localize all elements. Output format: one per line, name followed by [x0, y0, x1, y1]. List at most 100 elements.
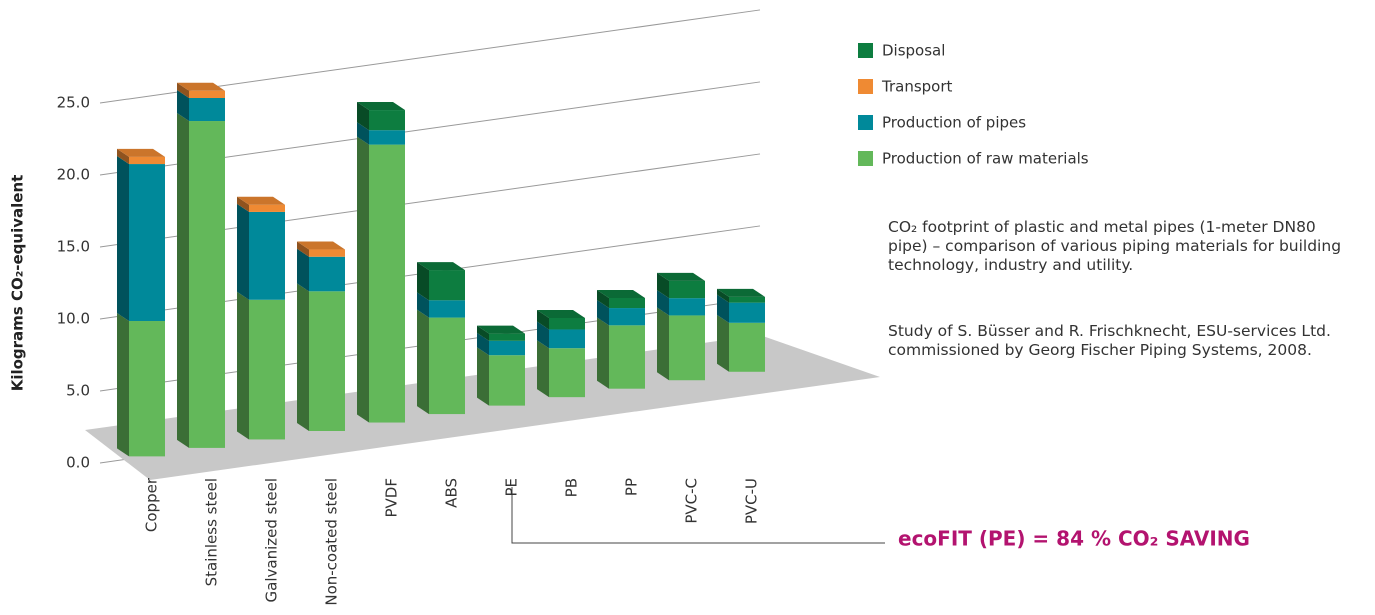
bar-side [597, 300, 609, 326]
bar-side [717, 294, 729, 323]
bar-segment [429, 300, 465, 318]
annotation: ecoFIT (PE) = 84 % CO₂ SAVING [898, 527, 1250, 551]
bar-segment [669, 280, 705, 299]
y-axis-label: Kilograms CO₂-equivalent [9, 175, 27, 392]
x-tick-label: PB [563, 478, 581, 497]
bar-segment [189, 90, 225, 98]
bar-side [357, 136, 369, 423]
bar-segment [129, 156, 165, 165]
bar-segment [309, 256, 345, 292]
bar-top [657, 272, 705, 281]
bar-segment [609, 325, 645, 389]
y-tick-label: 15.0 [57, 238, 90, 256]
bar-side [537, 309, 549, 330]
bar-top [417, 262, 465, 271]
bar-side [177, 82, 189, 98]
bar-side [297, 241, 309, 257]
bar-segment [369, 130, 405, 145]
y-tick-label: 25.0 [57, 94, 90, 112]
bar-segment [729, 302, 765, 323]
bar-top [177, 82, 225, 91]
bar-segment [369, 110, 405, 131]
y-tick-label: 20.0 [57, 166, 90, 184]
bar-segment [489, 333, 525, 341]
bar-side [297, 283, 309, 431]
x-tick-label: PVDF [383, 478, 401, 518]
bar-side [477, 347, 489, 406]
bar-segment [429, 270, 465, 301]
bar-segment [609, 297, 645, 309]
bar-segment [549, 317, 585, 330]
bar-segment [669, 298, 705, 316]
bar-side [537, 321, 549, 349]
legend-label: Transport [881, 78, 953, 96]
x-tick-label: Copper [143, 477, 161, 532]
bar-side [597, 317, 609, 389]
x-tick-label: ABS [443, 478, 461, 508]
bar-side [117, 148, 129, 165]
bar-segment [249, 204, 285, 212]
legend-swatch [858, 151, 873, 166]
y-tick-label: 5.0 [66, 382, 90, 400]
bar-segment [729, 296, 765, 303]
legend-label: Disposal [882, 42, 945, 60]
bar-segment [369, 144, 405, 423]
bar-side [477, 332, 489, 356]
bar-segment [429, 317, 465, 415]
bar-top [357, 102, 405, 111]
bar-side [357, 122, 369, 145]
bar-segment [609, 308, 645, 326]
bar-segment [309, 249, 345, 257]
legend-swatch [858, 79, 873, 94]
bar-side [117, 156, 129, 322]
legend-swatch [858, 43, 873, 58]
bar-top [297, 241, 345, 250]
bar-segment [489, 340, 525, 356]
bar-side [717, 314, 729, 372]
annotation-line [511, 487, 885, 544]
x-tick-label: PE [503, 478, 521, 497]
bar-segment [129, 321, 165, 457]
bar-side [417, 309, 429, 415]
bar-side [657, 307, 669, 381]
bar-top [597, 289, 645, 298]
bar-top [537, 309, 585, 318]
bar-segment [249, 211, 285, 300]
bar-segment [189, 97, 225, 122]
bar-top [717, 288, 765, 297]
source: Study of S. Büsser and R. Frischknecht, … [888, 322, 1331, 359]
bar-side [417, 292, 429, 318]
bar-side [417, 262, 429, 301]
bar-side [717, 288, 729, 303]
x-tick-label: Galvanized steel [263, 478, 281, 602]
legend-label: Production of raw materials [882, 150, 1089, 168]
x-tick-label: PP [623, 478, 641, 496]
bar-top [117, 148, 165, 157]
bar-segment [249, 299, 285, 440]
bar-segment [189, 121, 225, 448]
bar-segment [729, 322, 765, 372]
bar-segment [309, 291, 345, 431]
y-tick-label: 0.0 [66, 454, 90, 472]
bar-segment [129, 164, 165, 322]
x-tick-label: PVC-U [743, 478, 761, 524]
bar-side [117, 313, 129, 457]
bar-side [237, 291, 249, 440]
x-tick-label: Non-coated steel [323, 478, 341, 606]
y-tick-label: 10.0 [57, 310, 90, 328]
bar-side [177, 89, 189, 122]
bar-segment [669, 315, 705, 381]
bar-segment [549, 348, 585, 398]
bar-top [477, 325, 525, 334]
legend-swatch [858, 115, 873, 130]
bar-side [237, 203, 249, 300]
bar-top [237, 196, 285, 205]
x-tick-label: PVC-C [683, 478, 701, 524]
bar-side [357, 102, 369, 131]
bar-side [537, 340, 549, 398]
bar-segment [549, 329, 585, 349]
bar-side [657, 272, 669, 299]
description: CO₂ footprint of plastic and metal pipes… [888, 218, 1342, 274]
x-tick-label: Stainless steel [203, 478, 221, 586]
